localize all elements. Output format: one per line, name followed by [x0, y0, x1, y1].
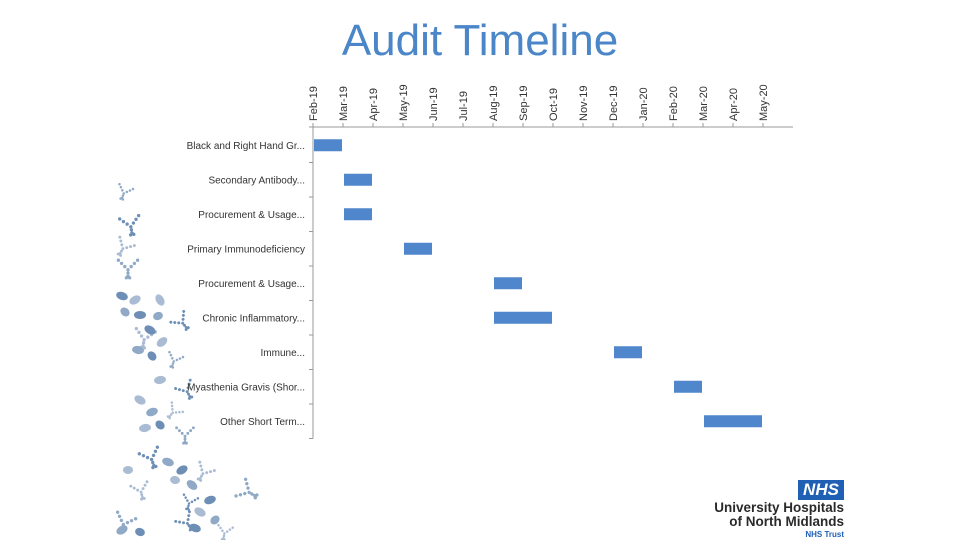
antibody-icon: [196, 460, 216, 482]
cell-blob-icon: [116, 525, 128, 535]
chart-axes: [309, 123, 793, 439]
task-label: Other Short Term...: [220, 417, 305, 428]
cell-blob-icon: [162, 457, 174, 467]
logo-org-line-2: of North Midlands: [729, 514, 844, 529]
x-tick-label: Aug-19: [488, 86, 500, 121]
cell-blob-icon: [156, 337, 168, 347]
x-tick-label: Jan-20: [638, 87, 650, 121]
task-bar: [314, 139, 342, 152]
antibody-icon: [217, 523, 234, 540]
cell-blob-icon: [153, 311, 163, 321]
task-bar: [614, 346, 642, 359]
x-tick-label: Apr-19: [368, 88, 380, 121]
antibody-icon: [129, 480, 149, 501]
antibody-icon: [182, 493, 200, 511]
cell-blob-icon: [147, 351, 157, 361]
antibody-icon: [116, 258, 140, 280]
cell-blob-icon: [129, 295, 141, 305]
cell-blob-icon: [123, 466, 133, 474]
cell-blob-icon: [144, 325, 156, 335]
antibody-icon: [234, 477, 259, 500]
antibody-icon: [174, 378, 194, 400]
nhs-badge: NHS: [798, 480, 844, 500]
cell-blob-icon: [146, 407, 158, 417]
slide-title: Audit Timeline: [341, 16, 619, 65]
cell-blob-icon: [139, 423, 151, 433]
x-tick-label: Mar-20: [698, 86, 710, 121]
antibody-icon: [166, 401, 185, 420]
task-label: Immune...: [261, 348, 305, 359]
cell-blob-icon: [186, 480, 198, 490]
task-label: Chronic Inflammatory...: [202, 313, 305, 324]
task-bar: [344, 208, 372, 221]
task-bars: [314, 139, 762, 428]
cell-blob-icon: [189, 523, 201, 533]
antibody-icon: [137, 445, 160, 470]
cell-blob-icon: [116, 291, 128, 301]
task-label: Procurement & Usage...: [198, 210, 305, 221]
logo-trust-label: NHS Trust: [805, 530, 844, 539]
x-tick-label: Oct-19: [548, 88, 560, 121]
antibody-icon: [169, 309, 190, 331]
cell-blob-icon: [176, 465, 188, 475]
task-bar: [674, 380, 702, 393]
x-tick-label: May-20: [758, 84, 770, 121]
cell-blob-icon: [155, 420, 165, 430]
x-tick-label: Mar-19: [338, 86, 350, 121]
task-bar: [704, 415, 762, 428]
x-tick-label: May-19: [398, 84, 410, 121]
antibody-icon: [118, 213, 141, 237]
cell-blob-icon: [135, 527, 145, 537]
x-tick-label: Feb-20: [668, 86, 680, 121]
cell-blob-icon: [155, 294, 165, 306]
x-tick-label: Apr-20: [728, 88, 740, 121]
task-labels: Black and Right Hand Gr... Secondary Anti…: [187, 141, 305, 428]
antibody-icon: [175, 426, 195, 445]
x-tick-label: Feb-19: [308, 86, 320, 121]
antibody-icon: [134, 326, 157, 350]
task-bar: [344, 173, 372, 186]
month-tick-labels: Feb-19 Mar-19 Apr-19 May-19 Jun-19 Jul-19 Aug-…: [308, 84, 770, 121]
nhs-trust-logo: NHS University Hospitals of North Midlan…: [712, 480, 852, 539]
task-bar: [494, 277, 522, 290]
antibody-icon: [116, 235, 136, 257]
x-tick-label: Nov-19: [578, 86, 590, 121]
cell-blob-icon: [154, 375, 166, 385]
cell-blob-icon: [170, 475, 180, 485]
task-label: Primary Immunodeficiency: [187, 244, 305, 255]
task-bar: [494, 311, 552, 324]
x-tick-label: Jul-19: [458, 91, 470, 121]
x-tick-label: Dec-19: [608, 86, 620, 121]
task-label: Procurement & Usage...: [198, 279, 305, 290]
antibody-icon: [168, 350, 185, 369]
cell-blob-icon: [132, 345, 144, 355]
cell-blob-icon: [210, 515, 220, 525]
task-bar: [404, 242, 432, 255]
cell-blob-icon: [134, 311, 146, 319]
logo-org-line-1: University Hospitals: [714, 500, 844, 515]
task-label: Black and Right Hand Gr...: [187, 141, 305, 152]
x-tick-label: Sep-19: [518, 86, 530, 121]
antibody-icon: [118, 182, 135, 201]
x-tick-label: Jun-19: [428, 87, 440, 121]
task-label: Myasthenia Gravis (Shor...: [187, 382, 305, 393]
cell-blob-icon: [134, 395, 146, 405]
cell-blob-icon: [204, 495, 216, 505]
antibody-pattern-decoration: [115, 182, 259, 540]
cell-blob-icon: [194, 507, 206, 517]
cell-blob-icon: [120, 307, 130, 317]
task-label: Secondary Antibody...: [208, 175, 305, 186]
